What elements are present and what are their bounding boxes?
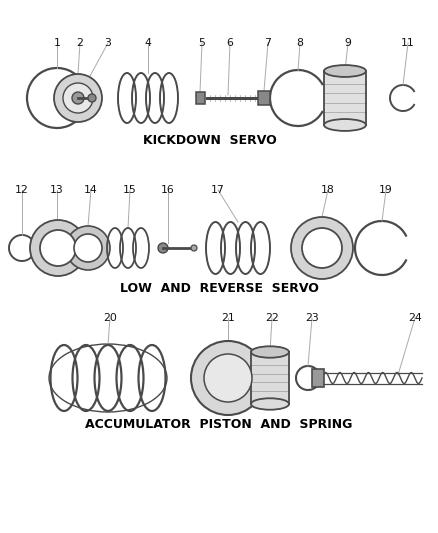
Text: 2: 2: [77, 38, 83, 48]
Text: 16: 16: [161, 185, 175, 195]
Text: 4: 4: [145, 38, 152, 48]
Text: 14: 14: [84, 185, 98, 195]
Text: 3: 3: [105, 38, 111, 48]
Text: 15: 15: [123, 185, 137, 195]
Text: 11: 11: [401, 38, 415, 48]
Circle shape: [72, 92, 84, 104]
Text: 17: 17: [211, 185, 225, 195]
Circle shape: [54, 74, 102, 122]
Text: 12: 12: [15, 185, 29, 195]
Circle shape: [74, 234, 102, 262]
Bar: [258, 91, 270, 105]
Text: 9: 9: [345, 38, 351, 48]
Circle shape: [191, 245, 197, 251]
Text: ACCUMULATOR  PISTON  AND  SPRING: ACCUMULATOR PISTON AND SPRING: [85, 418, 353, 432]
Bar: [324, 71, 366, 125]
Text: LOW  AND  REVERSE  SERVO: LOW AND REVERSE SERVO: [120, 281, 318, 295]
Text: KICKDOWN  SERVO: KICKDOWN SERVO: [143, 133, 277, 147]
Bar: [312, 369, 324, 387]
Text: 1: 1: [53, 38, 60, 48]
Circle shape: [191, 341, 265, 415]
Ellipse shape: [324, 65, 366, 77]
Text: 22: 22: [265, 313, 279, 323]
Ellipse shape: [251, 346, 289, 358]
Circle shape: [66, 226, 110, 270]
Text: 6: 6: [226, 38, 233, 48]
Bar: [251, 352, 289, 404]
Circle shape: [204, 354, 252, 402]
Text: 20: 20: [103, 313, 117, 323]
Text: 19: 19: [379, 185, 393, 195]
Text: 21: 21: [221, 313, 235, 323]
Circle shape: [40, 230, 76, 266]
Text: 18: 18: [321, 185, 335, 195]
Bar: [196, 92, 205, 104]
Text: 13: 13: [50, 185, 64, 195]
Text: 8: 8: [297, 38, 304, 48]
Circle shape: [158, 243, 168, 253]
Circle shape: [302, 228, 342, 268]
Circle shape: [30, 220, 86, 276]
Text: 7: 7: [265, 38, 272, 48]
Ellipse shape: [251, 398, 289, 410]
Text: 5: 5: [198, 38, 205, 48]
Circle shape: [291, 217, 353, 279]
Text: 23: 23: [305, 313, 319, 323]
Circle shape: [63, 83, 93, 113]
Text: 24: 24: [408, 313, 422, 323]
Ellipse shape: [324, 119, 366, 131]
Circle shape: [88, 94, 96, 102]
